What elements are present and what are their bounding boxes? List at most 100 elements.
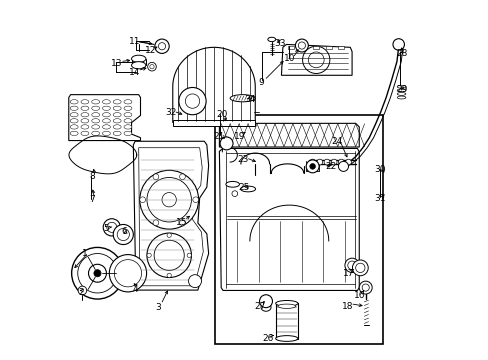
Ellipse shape xyxy=(261,303,270,311)
Text: 13: 13 xyxy=(111,59,122,68)
Ellipse shape xyxy=(131,62,145,69)
Ellipse shape xyxy=(124,131,132,135)
Circle shape xyxy=(167,273,171,278)
Circle shape xyxy=(149,64,154,69)
Bar xyxy=(325,45,331,49)
Circle shape xyxy=(220,137,233,150)
Ellipse shape xyxy=(102,113,110,117)
Circle shape xyxy=(185,94,199,108)
Ellipse shape xyxy=(81,113,89,117)
Ellipse shape xyxy=(267,37,275,41)
Circle shape xyxy=(88,264,106,282)
Ellipse shape xyxy=(225,181,239,187)
Circle shape xyxy=(295,39,308,52)
Circle shape xyxy=(308,52,324,68)
Circle shape xyxy=(231,191,237,197)
Text: 2: 2 xyxy=(79,288,84,297)
Circle shape xyxy=(179,87,206,115)
Circle shape xyxy=(309,163,315,169)
Text: 34: 34 xyxy=(244,95,255,104)
Ellipse shape xyxy=(396,85,405,88)
Text: 24: 24 xyxy=(331,137,342,146)
PathPatch shape xyxy=(139,148,203,286)
PathPatch shape xyxy=(219,148,359,291)
Ellipse shape xyxy=(124,106,132,111)
Ellipse shape xyxy=(240,186,255,192)
Ellipse shape xyxy=(113,131,121,135)
Ellipse shape xyxy=(70,125,78,129)
Bar xyxy=(287,45,293,49)
Circle shape xyxy=(72,247,123,299)
Bar xyxy=(172,120,255,126)
Text: 3: 3 xyxy=(155,303,161,312)
Circle shape xyxy=(392,39,404,50)
Circle shape xyxy=(259,295,272,308)
Ellipse shape xyxy=(275,301,297,306)
Text: 15: 15 xyxy=(176,218,187,227)
Text: 31: 31 xyxy=(373,194,385,203)
Ellipse shape xyxy=(113,113,121,117)
Ellipse shape xyxy=(70,113,78,117)
Circle shape xyxy=(347,261,356,270)
Text: 14: 14 xyxy=(129,68,141,77)
Ellipse shape xyxy=(70,100,78,104)
Circle shape xyxy=(78,286,86,295)
Circle shape xyxy=(147,62,156,71)
Circle shape xyxy=(309,159,315,165)
Text: 32: 32 xyxy=(165,108,176,117)
Circle shape xyxy=(179,220,185,226)
PathPatch shape xyxy=(172,47,255,123)
Ellipse shape xyxy=(70,131,78,135)
Text: 8: 8 xyxy=(89,172,95,181)
Circle shape xyxy=(106,222,117,232)
Text: 19: 19 xyxy=(234,132,245,141)
Ellipse shape xyxy=(102,106,110,111)
Text: 25: 25 xyxy=(238,183,249,192)
Circle shape xyxy=(114,260,142,287)
Ellipse shape xyxy=(81,131,89,135)
Circle shape xyxy=(330,159,336,165)
Ellipse shape xyxy=(81,106,89,111)
Circle shape xyxy=(188,275,201,288)
Ellipse shape xyxy=(277,304,295,309)
Bar xyxy=(300,45,306,49)
Circle shape xyxy=(192,197,198,203)
Ellipse shape xyxy=(81,119,89,123)
Ellipse shape xyxy=(92,119,100,123)
Ellipse shape xyxy=(102,125,110,129)
Circle shape xyxy=(298,42,305,49)
Circle shape xyxy=(78,253,117,293)
Circle shape xyxy=(167,233,171,237)
Ellipse shape xyxy=(92,113,100,117)
Text: 6: 6 xyxy=(121,228,127,237)
Circle shape xyxy=(113,225,133,244)
Text: 12: 12 xyxy=(144,46,156,55)
PathPatch shape xyxy=(69,95,140,140)
Circle shape xyxy=(153,174,159,180)
Circle shape xyxy=(302,46,329,73)
Text: 9: 9 xyxy=(258,78,264,87)
Circle shape xyxy=(155,39,169,53)
PathPatch shape xyxy=(219,123,359,147)
Text: 11: 11 xyxy=(128,37,140,46)
Ellipse shape xyxy=(230,95,255,102)
Circle shape xyxy=(316,159,322,165)
Ellipse shape xyxy=(92,131,100,135)
Ellipse shape xyxy=(113,106,121,111)
Circle shape xyxy=(147,233,191,278)
Text: 27: 27 xyxy=(254,302,265,311)
Ellipse shape xyxy=(70,119,78,123)
Circle shape xyxy=(109,255,146,292)
Ellipse shape xyxy=(396,89,405,92)
Circle shape xyxy=(345,159,351,165)
Circle shape xyxy=(103,219,120,236)
PathPatch shape xyxy=(281,44,351,75)
Ellipse shape xyxy=(102,119,110,123)
Bar xyxy=(313,45,319,49)
Text: 16: 16 xyxy=(353,291,365,300)
Text: 29: 29 xyxy=(396,85,407,94)
Ellipse shape xyxy=(124,119,132,123)
Ellipse shape xyxy=(102,131,110,135)
Circle shape xyxy=(140,170,198,229)
Text: 4: 4 xyxy=(132,285,138,294)
